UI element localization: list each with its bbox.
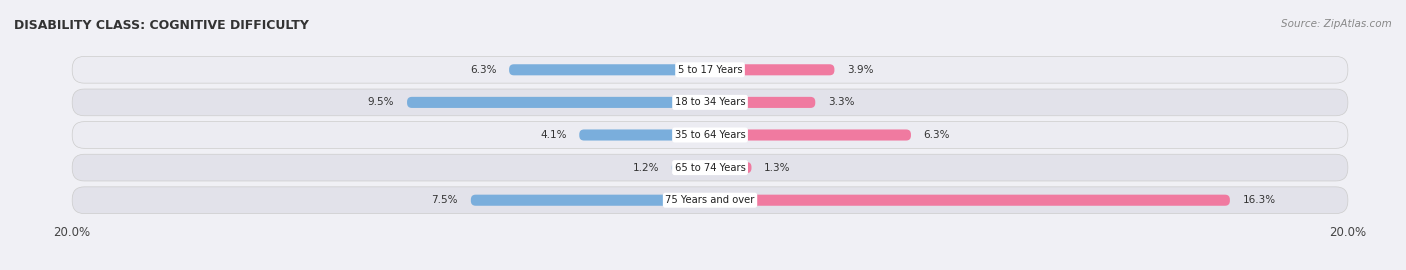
FancyBboxPatch shape <box>710 64 834 75</box>
Text: 16.3%: 16.3% <box>1243 195 1275 205</box>
Text: 6.3%: 6.3% <box>470 65 496 75</box>
FancyBboxPatch shape <box>509 64 710 75</box>
FancyBboxPatch shape <box>72 89 1348 116</box>
Text: 3.3%: 3.3% <box>828 97 855 107</box>
FancyBboxPatch shape <box>710 195 1230 206</box>
Text: 1.3%: 1.3% <box>765 163 790 173</box>
FancyBboxPatch shape <box>710 97 815 108</box>
FancyBboxPatch shape <box>72 56 1348 83</box>
FancyBboxPatch shape <box>672 162 710 173</box>
FancyBboxPatch shape <box>710 162 751 173</box>
FancyBboxPatch shape <box>72 187 1348 214</box>
FancyBboxPatch shape <box>72 154 1348 181</box>
Text: 75 Years and over: 75 Years and over <box>665 195 755 205</box>
Text: 5 to 17 Years: 5 to 17 Years <box>678 65 742 75</box>
Text: 9.5%: 9.5% <box>368 97 394 107</box>
Text: 65 to 74 Years: 65 to 74 Years <box>675 163 745 173</box>
Text: Source: ZipAtlas.com: Source: ZipAtlas.com <box>1281 19 1392 29</box>
FancyBboxPatch shape <box>471 195 710 206</box>
Text: 3.9%: 3.9% <box>848 65 873 75</box>
Text: 35 to 64 Years: 35 to 64 Years <box>675 130 745 140</box>
FancyBboxPatch shape <box>408 97 710 108</box>
FancyBboxPatch shape <box>579 129 710 141</box>
FancyBboxPatch shape <box>710 129 911 141</box>
Text: 7.5%: 7.5% <box>432 195 458 205</box>
Text: 6.3%: 6.3% <box>924 130 950 140</box>
Text: 18 to 34 Years: 18 to 34 Years <box>675 97 745 107</box>
Text: DISABILITY CLASS: COGNITIVE DIFFICULTY: DISABILITY CLASS: COGNITIVE DIFFICULTY <box>14 19 309 32</box>
Text: 4.1%: 4.1% <box>540 130 567 140</box>
FancyBboxPatch shape <box>72 122 1348 148</box>
Text: 1.2%: 1.2% <box>633 163 659 173</box>
